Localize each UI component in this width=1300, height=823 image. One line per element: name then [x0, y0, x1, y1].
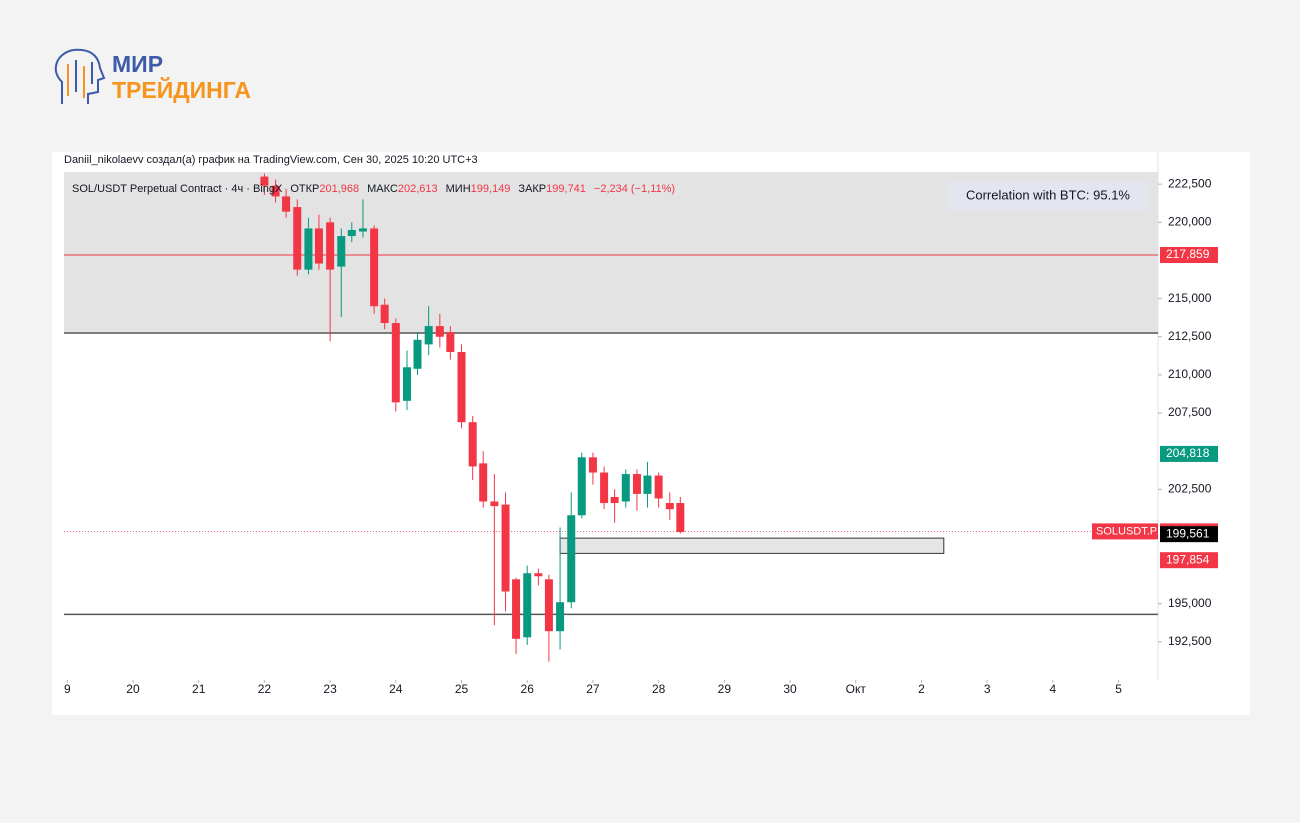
candle-body	[654, 475, 663, 499]
x-tick-label: 29	[718, 682, 732, 696]
y-tick-label: 195,000	[1168, 596, 1212, 610]
candle-body	[326, 222, 335, 270]
x-tick-label: 21	[192, 682, 206, 696]
y-tick-label: 212,500	[1168, 329, 1212, 343]
candle-body	[534, 573, 543, 577]
candle-body	[380, 304, 389, 324]
price-tag	[1160, 247, 1218, 264]
candle-body	[600, 472, 609, 504]
candle-body	[632, 474, 641, 494]
legend-item-value: 202,613	[398, 183, 438, 195]
x-tick-label: 23	[323, 682, 337, 696]
price-tag-label: 199,561	[1166, 526, 1210, 540]
candle-body	[588, 457, 597, 473]
candle-body	[424, 326, 433, 345]
caption: Daniil_nikolaevv создал(а) график на Tra…	[64, 154, 478, 166]
candle-body	[402, 367, 411, 401]
candle-body	[293, 207, 302, 270]
candle-body	[621, 474, 630, 502]
candle-body	[567, 515, 576, 603]
candle-body	[260, 176, 269, 186]
candle-body	[501, 504, 510, 592]
x-tick-label: 4	[1050, 682, 1057, 696]
candle-body	[512, 579, 521, 639]
legend-item-value: 199,741	[546, 183, 586, 195]
annotation: Correlation with BTC: 95.1%	[966, 187, 1130, 202]
x-tick-label: 28	[652, 682, 666, 696]
price-tag	[1160, 552, 1218, 569]
candle-body	[490, 501, 499, 507]
candle-body	[665, 503, 674, 510]
symbol-tag	[1092, 523, 1158, 540]
candle-body	[370, 228, 379, 307]
x-tick-label: 30	[783, 682, 797, 696]
candle-body	[556, 602, 565, 632]
legend-item-label: МИН	[446, 183, 471, 195]
x-tick-label: 3	[984, 682, 991, 696]
logo-line2: ТРЕЙДИНГА	[112, 76, 251, 103]
candle-body	[358, 228, 367, 232]
y-tick-label: 220,000	[1168, 215, 1212, 229]
legend-item-value: 199,149	[471, 183, 511, 195]
y-tick-label: 207,500	[1168, 405, 1212, 419]
candle-body	[347, 229, 356, 237]
candle-body	[676, 503, 685, 533]
candle-body	[391, 323, 400, 403]
x-tick-label: 20	[126, 682, 140, 696]
candle-body	[435, 326, 444, 337]
candle-body	[523, 573, 532, 638]
candle-body	[610, 496, 619, 504]
x-tick-label: 24	[389, 682, 403, 696]
candle-body	[643, 475, 652, 494]
price-tag-label: 197,854	[1166, 552, 1210, 566]
x-tick-label: 9	[64, 682, 71, 696]
legend-item-label: ОТКР	[290, 183, 319, 195]
y-tick-label: 222,500	[1168, 176, 1212, 190]
candle-body	[304, 228, 313, 270]
x-tick-label: Окт	[846, 682, 867, 696]
logo-icon	[54, 48, 106, 104]
legend-symbol: SOL/USDT Perpetual Contract · 4ч · BingX	[72, 183, 283, 195]
x-tick-label: 22	[258, 682, 272, 696]
symbol-tag-label: SOLUSDT.P	[1096, 525, 1157, 537]
legend-item-label: ЗАКР	[518, 183, 546, 195]
x-tick-label: 25	[455, 682, 469, 696]
candle-body	[544, 579, 553, 632]
legend-item-label: МАКС	[367, 183, 398, 195]
legend-item-value: 201,968	[319, 183, 359, 195]
price-tag-label: 204,818	[1166, 446, 1210, 460]
legend: SOL/USDT Perpetual Contract · 4ч · BingX…	[72, 183, 675, 195]
annotation-box	[948, 182, 1148, 210]
candle-body	[413, 339, 422, 369]
x-tick-label: 26	[521, 682, 535, 696]
candle-body	[271, 185, 280, 197]
x-tick-label: 2	[918, 682, 925, 696]
y-tick-label: 192,500	[1168, 634, 1212, 648]
candle-body	[446, 332, 455, 353]
candle-body	[337, 236, 346, 267]
candle-body	[577, 457, 586, 516]
x-tick-label: 27	[586, 682, 600, 696]
y-tick-label: 215,000	[1168, 291, 1212, 305]
y-tick-label: 210,000	[1168, 367, 1212, 381]
price-tag	[1160, 445, 1218, 462]
candle-body	[468, 422, 477, 467]
price-tag-label: 217,859	[1166, 247, 1210, 261]
candle-body	[282, 196, 291, 212]
box	[559, 537, 945, 554]
candle-body	[457, 352, 466, 423]
logo-line1: МИР	[112, 51, 163, 77]
price-tag	[1160, 526, 1218, 543]
candle-body	[479, 463, 488, 502]
legend-change: −2,234 (−1,11%)	[594, 183, 675, 195]
candle-body	[314, 228, 323, 264]
y-tick-label: 202,500	[1168, 481, 1212, 495]
x-tick-label: 5	[1115, 682, 1122, 696]
